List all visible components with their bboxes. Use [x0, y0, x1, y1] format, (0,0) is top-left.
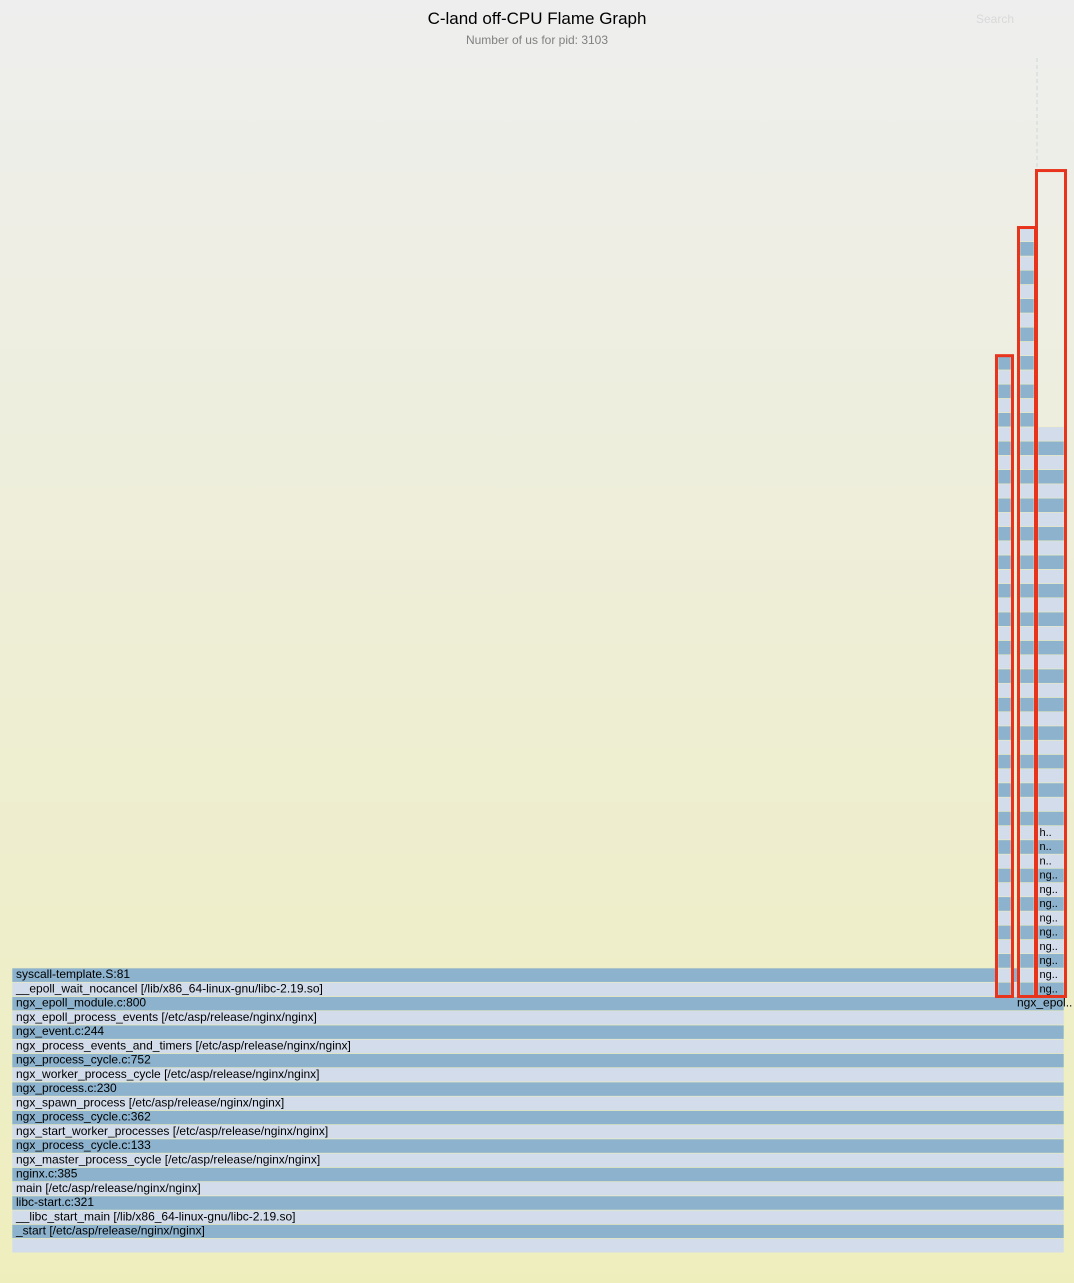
- svg-text:h..: h..: [1040, 827, 1052, 839]
- svg-text:ng..: ng..: [1040, 955, 1058, 967]
- svg-text:ng..: ng..: [1040, 941, 1058, 953]
- svg-text:ngx_process_cycle.c:752: ngx_process_cycle.c:752: [16, 1053, 151, 1067]
- svg-text:__epoll_wait_nocancel [/lib/x8: __epoll_wait_nocancel [/lib/x86_64-linux…: [15, 981, 323, 995]
- svg-text:ngx_process_cycle.c:362: ngx_process_cycle.c:362: [16, 1110, 151, 1124]
- svg-text:ng..: ng..: [1040, 912, 1058, 924]
- svg-text:main [/etc/asp/release/nginx/n: main [/etc/asp/release/nginx/nginx]: [16, 1181, 201, 1195]
- svg-text:ng..: ng..: [1040, 870, 1058, 882]
- svg-text:ngx_event.c:244: ngx_event.c:244: [16, 1024, 104, 1038]
- svg-text:ngx_spawn_process [/etc/asp/re: ngx_spawn_process [/etc/asp/release/ngin…: [16, 1095, 284, 1109]
- svg-text:ngx_epoll_module.c:800: ngx_epoll_module.c:800: [16, 996, 146, 1010]
- svg-text:ngx_worker_process_cycle [/etc: ngx_worker_process_cycle [/etc/asp/relea…: [16, 1067, 320, 1081]
- svg-text:ng..: ng..: [1040, 927, 1058, 939]
- svg-text:ngx_process_events_and_timers: ngx_process_events_and_timers [/etc/asp/…: [16, 1038, 351, 1052]
- svg-text:__libc_start_main [/lib/x86_64: __libc_start_main [/lib/x86_64-linux-gnu…: [15, 1209, 296, 1223]
- svg-text:libc-start.c:321: libc-start.c:321: [16, 1195, 94, 1209]
- svg-text:ngx_master_process_cycle [/etc: ngx_master_process_cycle [/etc/asp/relea…: [16, 1152, 320, 1166]
- svg-text:n..: n..: [1040, 855, 1052, 867]
- svg-text:nginx.c:385: nginx.c:385: [16, 1167, 78, 1181]
- svg-text:ng..: ng..: [1040, 898, 1058, 910]
- svg-text:ngx_start_worker_processes [/e: ngx_start_worker_processes [/etc/asp/rel…: [16, 1124, 328, 1138]
- svg-text:ngx_process.c:230: ngx_process.c:230: [16, 1081, 117, 1095]
- svg-text:ng..: ng..: [1040, 969, 1058, 981]
- svg-text:ngx_process_cycle.c:133: ngx_process_cycle.c:133: [16, 1138, 151, 1152]
- svg-text:syscall-template.S:81: syscall-template.S:81: [16, 967, 130, 981]
- svg-text:ngx_epoll_process_events [/etc: ngx_epoll_process_events [/etc/asp/relea…: [16, 1010, 317, 1024]
- svg-text:n..: n..: [1040, 841, 1052, 853]
- svg-text:_start [/etc/asp/release/nginx: _start [/etc/asp/release/nginx/nginx]: [15, 1224, 205, 1238]
- svg-text:ng..: ng..: [1040, 983, 1058, 995]
- svg-text:ng..: ng..: [1040, 884, 1058, 896]
